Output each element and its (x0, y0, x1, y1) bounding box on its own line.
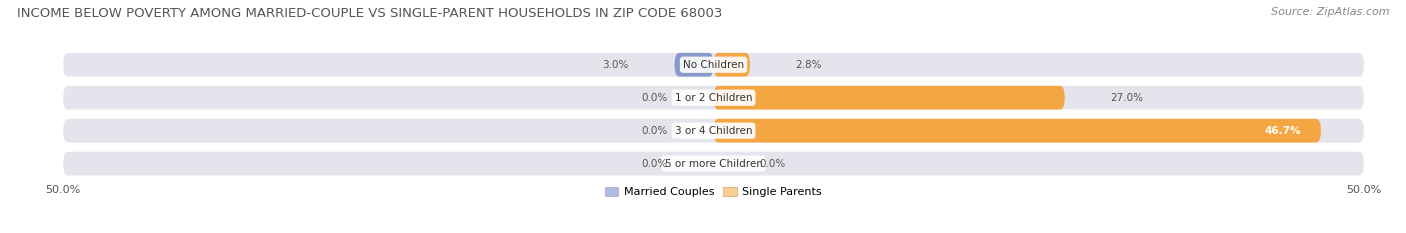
Text: 1 or 2 Children: 1 or 2 Children (675, 93, 752, 103)
FancyBboxPatch shape (63, 119, 1364, 143)
Text: 27.0%: 27.0% (1111, 93, 1143, 103)
Text: 0.0%: 0.0% (641, 126, 668, 136)
FancyBboxPatch shape (63, 86, 1364, 110)
FancyBboxPatch shape (675, 53, 713, 77)
Text: 5 or more Children: 5 or more Children (665, 159, 762, 169)
Text: 0.0%: 0.0% (759, 159, 786, 169)
Text: 3 or 4 Children: 3 or 4 Children (675, 126, 752, 136)
FancyBboxPatch shape (63, 152, 1364, 175)
FancyBboxPatch shape (713, 119, 1320, 143)
Text: 0.0%: 0.0% (641, 159, 668, 169)
Text: No Children: No Children (683, 60, 744, 70)
Text: 2.8%: 2.8% (796, 60, 823, 70)
FancyBboxPatch shape (63, 53, 1364, 77)
Text: 46.7%: 46.7% (1265, 126, 1302, 136)
Text: Source: ZipAtlas.com: Source: ZipAtlas.com (1271, 7, 1389, 17)
Text: INCOME BELOW POVERTY AMONG MARRIED-COUPLE VS SINGLE-PARENT HOUSEHOLDS IN ZIP COD: INCOME BELOW POVERTY AMONG MARRIED-COUPL… (17, 7, 723, 20)
Text: 0.0%: 0.0% (641, 93, 668, 103)
Legend: Married Couples, Single Parents: Married Couples, Single Parents (602, 183, 825, 201)
FancyBboxPatch shape (713, 86, 1064, 110)
Text: 3.0%: 3.0% (603, 60, 628, 70)
FancyBboxPatch shape (713, 53, 749, 77)
